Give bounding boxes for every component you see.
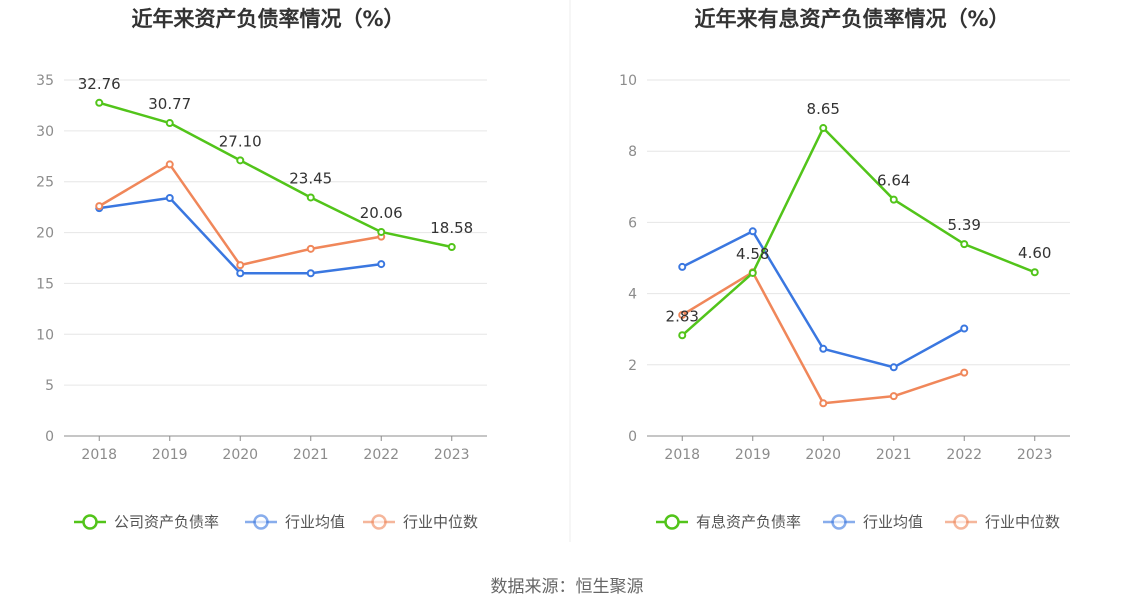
y-tick-label: 6 <box>628 215 637 231</box>
data-point <box>306 269 315 278</box>
data-label: 5.39 <box>948 216 981 234</box>
data-point <box>678 262 687 271</box>
x-tick-label: 2019 <box>735 447 771 463</box>
legend-marker <box>253 514 269 530</box>
legend-item[interactable]: 公司资产负债率 <box>74 513 219 531</box>
data-point <box>678 331 687 340</box>
data-point <box>377 227 386 236</box>
x-tick-label: 2018 <box>664 447 700 463</box>
series-line-industry-median <box>98 163 382 267</box>
y-tick-label: 2 <box>628 358 637 374</box>
data-point <box>819 124 828 133</box>
data-point <box>165 119 174 128</box>
legend-marker <box>831 514 847 530</box>
data-point <box>165 160 174 169</box>
data-point <box>377 260 386 269</box>
y-tick-label: 20 <box>36 226 54 242</box>
data-label: 32.76 <box>78 75 121 93</box>
data-label: 4.58 <box>736 245 769 263</box>
x-tick-label: 2020 <box>222 447 258 463</box>
x-tick-label: 2020 <box>805 447 841 463</box>
data-label: 27.10 <box>219 132 262 150</box>
data-point <box>306 244 315 253</box>
data-point <box>889 195 898 204</box>
legend-item[interactable]: 行业均值 <box>245 513 345 531</box>
legend-marker <box>953 514 969 530</box>
data-label: 30.77 <box>148 95 191 113</box>
x-tick-label: 2021 <box>293 447 329 463</box>
data-label: 8.65 <box>807 100 840 118</box>
legend-marker <box>664 514 680 530</box>
data-label: 2.83 <box>666 307 699 325</box>
debt-ratio-chart: 近年来资产负债率情况（%） 0 5 10 15 20 25 30 35 2018 2019 2020 2… <box>36 7 487 531</box>
data-point <box>306 193 315 202</box>
data-point <box>95 98 104 107</box>
x-tick-label: 2022 <box>946 447 982 463</box>
legend-marker <box>82 514 98 530</box>
y-tick-label: 15 <box>36 276 54 292</box>
data-point <box>236 156 245 165</box>
data-point <box>678 310 687 319</box>
legend-item[interactable]: 行业中位数 <box>945 513 1060 531</box>
data-label: 23.45 <box>289 169 332 187</box>
data-point <box>889 392 898 401</box>
chart-title: 近年来资产负债率情况（%） <box>131 7 404 31</box>
data-point <box>447 243 456 252</box>
legend-label: 行业均值 <box>863 513 923 531</box>
chart-title: 近年来有息资产负债率情况（%） <box>694 7 1009 31</box>
y-tick-label: 35 <box>36 73 54 89</box>
y-tick-label: 10 <box>619 73 637 89</box>
y-tick-label: 0 <box>45 429 54 445</box>
data-label: 20.06 <box>360 204 403 222</box>
data-point <box>165 193 174 202</box>
x-tick-label: 2023 <box>434 447 470 463</box>
data-point <box>960 324 969 333</box>
legend-item[interactable]: 有息资产负债率 <box>656 513 801 531</box>
data-point <box>960 368 969 377</box>
data-label: 6.64 <box>877 172 910 190</box>
x-tick-label: 2018 <box>81 447 117 463</box>
legend-label: 公司资产负债率 <box>114 513 219 531</box>
data-point <box>95 202 104 211</box>
data-point <box>819 344 828 353</box>
data-point <box>748 268 757 277</box>
data-point <box>1030 268 1039 277</box>
legend-marker <box>371 514 387 530</box>
data-point <box>236 261 245 270</box>
series-line-company <box>98 101 453 249</box>
legend-label: 有息资产负债率 <box>696 513 801 531</box>
series-line-company <box>681 126 1036 337</box>
data-point <box>819 399 828 408</box>
data-label: 18.58 <box>430 219 473 237</box>
legend-label: 行业中位数 <box>985 513 1060 531</box>
x-tick-label: 2021 <box>876 447 912 463</box>
legend-label: 行业中位数 <box>403 513 478 531</box>
data-point <box>748 227 757 236</box>
y-tick-label: 25 <box>36 175 54 191</box>
data-point <box>960 240 969 249</box>
y-tick-label: 0 <box>628 429 637 445</box>
y-tick-label: 10 <box>36 327 54 343</box>
y-tick-label: 8 <box>628 144 637 160</box>
x-tick-label: 2019 <box>152 447 188 463</box>
legend-item[interactable]: 行业均值 <box>823 513 923 531</box>
data-point <box>889 363 898 372</box>
x-tick-label: 2022 <box>363 447 399 463</box>
data-label: 4.60 <box>1018 244 1051 262</box>
x-tick-label: 2023 <box>1017 447 1053 463</box>
legend-label: 行业均值 <box>285 513 345 531</box>
data-point <box>236 269 245 278</box>
interest-debt-ratio-chart: 近年来有息资产负债率情况（%） 0 2 4 6 8 10 2018 2019 2020 2021 20… <box>619 7 1070 531</box>
legend-item[interactable]: 行业中位数 <box>363 513 478 531</box>
y-tick-label: 30 <box>36 124 54 140</box>
data-source: 数据来源：恒生聚源 <box>491 577 644 597</box>
y-tick-label: 5 <box>45 378 54 394</box>
series-line-industry-median <box>681 270 965 405</box>
y-tick-label: 4 <box>628 287 637 303</box>
